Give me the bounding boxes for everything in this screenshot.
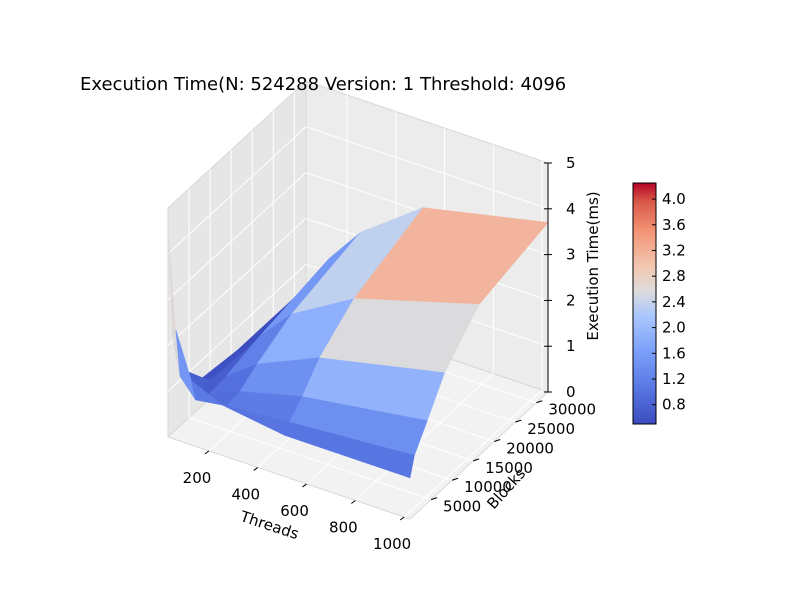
surface [167,207,549,479]
x-tick [253,467,259,471]
colorbar-tick-label: 3.2 [662,241,686,259]
grid-line [167,263,307,392]
y-tick [451,477,459,481]
x-tick-label: 400 [231,485,260,503]
colorbar-bar [632,182,657,425]
z-tick-label: 3 [566,246,576,264]
grid-line [167,218,307,346]
y-tick [494,439,501,442]
x-tick-label: 200 [183,469,212,487]
colorbar-tick-label: 2.0 [662,319,686,337]
grid-line [403,389,543,518]
grid-line [167,126,307,255]
grid-line [305,126,549,210]
y-tick-label: 5000 [443,498,481,516]
colorbar-tick-label: 2.4 [662,293,686,311]
y-tick [515,419,522,423]
surface-patch [284,421,415,479]
x-tick [204,450,210,455]
colorbar-tick-label: 1.2 [662,370,686,388]
z-tick-label: 1 [566,337,576,355]
y-tick-label: 10000 [464,478,512,496]
x-tick [302,483,307,488]
colorbar-tick-label: 0.8 [662,396,686,414]
colorbar-tick-label: 3.6 [662,216,686,234]
x-tick [399,516,405,521]
y-tick-label: 15000 [485,459,533,477]
colorbar-tick-label: 4.0 [662,190,686,208]
z-tick-label: 0 [566,383,576,401]
y-tick [473,458,480,462]
z-tick-label: 2 [566,291,576,309]
z-tick-label: 4 [566,200,576,218]
grid-line [355,373,494,501]
colorbar-tick-label: 2.8 [662,267,686,285]
y-tick [430,497,438,501]
colorbar-tick-label: 1.6 [662,344,686,362]
z-tick-label: 5 [566,154,576,172]
y-tick-label: 25000 [527,420,575,438]
x-tick-label: 600 [280,502,309,520]
z-axis-label: Execution Time(ms) [584,191,602,340]
y-tick [536,400,543,404]
y-tick-label: 20000 [506,439,554,457]
x-tick [351,500,356,504]
chart-title: Execution Time(N: 524288 Version: 1 Thre… [80,74,567,95]
x-tick-label: 800 [329,518,358,536]
y-tick-label: 30000 [548,401,596,419]
grid-line [188,417,432,501]
grid-line [167,172,307,300]
colorbar: 0.8 1.2 1.6 2.0 2.4 2.8 3.2 3.6 4.0 [632,182,686,425]
x-tick-label: 1000 [373,535,411,553]
